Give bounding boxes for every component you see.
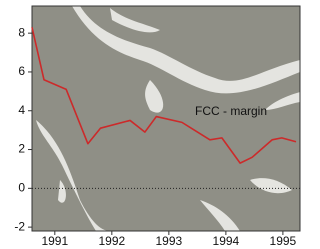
y-tick-label: 0 [18, 180, 25, 194]
x-tick-label: 1993 [155, 234, 182, 248]
x-tick-label: 1991 [41, 234, 68, 248]
x-tick-label: 1994 [213, 234, 240, 248]
y-tick-label: 2 [18, 142, 25, 156]
chart: -2 0 2 4 6 8 1991 1992 1993 1994 1995 FCC - margin [0, 0, 307, 249]
y-tick-label: -2 [14, 219, 25, 233]
x-tick-label: 1995 [270, 234, 297, 248]
y-tick-label: 6 [18, 64, 25, 78]
y-tick-label: 4 [18, 103, 25, 117]
y-tick-label: 8 [18, 25, 25, 39]
series-label: FCC - margin [195, 104, 267, 118]
x-tick-label: 1992 [98, 234, 125, 248]
